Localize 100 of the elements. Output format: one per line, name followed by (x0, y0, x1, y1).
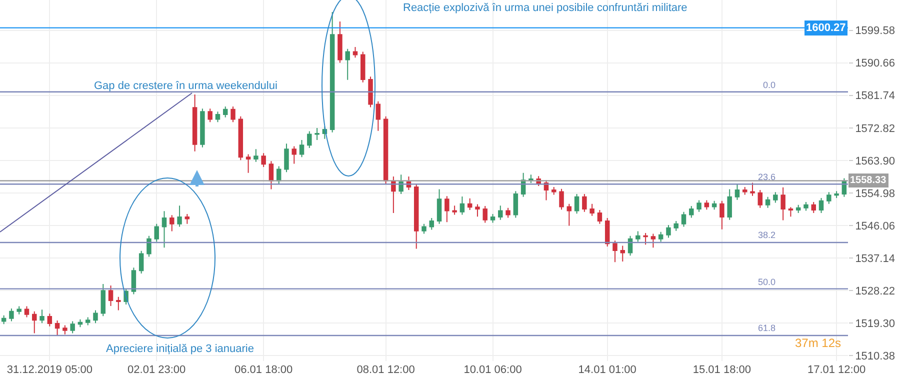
x-tick-label: 06.01 18:00 (234, 364, 293, 376)
candlestick (108, 285, 114, 306)
x-tick-label: 31.12.2019 05:00 (6, 364, 92, 376)
candlestick (215, 111, 220, 123)
candlestick (116, 296, 121, 311)
candlestick (261, 152, 266, 168)
candlestick (765, 196, 770, 208)
candlestick (742, 186, 748, 196)
annotation: Apreciere inițială pe 3 ianuarie (106, 343, 254, 355)
annotation: 23.6 (758, 172, 776, 182)
candlestick (712, 200, 717, 210)
candlestick (681, 211, 686, 228)
candlestick (208, 108, 212, 123)
candlestick (436, 188, 442, 224)
candlestick (292, 146, 296, 164)
x-tick-label: 17.01 12:00 (807, 364, 866, 376)
annotation: Gap de crestere în urma weekendului (94, 80, 278, 92)
y-tick-label: 1590.66 (855, 58, 895, 70)
annotation: 37m 12s (795, 336, 842, 350)
candlestick (131, 267, 136, 295)
y-tick-label: 1599.58 (855, 25, 895, 38)
candlestick (552, 186, 556, 196)
candlestick (513, 190, 518, 218)
x-tick-label: 02.01 23:00 (128, 364, 186, 376)
candlestick (658, 231, 664, 242)
candlestick (360, 51, 366, 83)
candlestick (254, 148, 258, 162)
candlestick (200, 108, 205, 148)
ref-line-label: 1558.33 (850, 175, 887, 186)
candlestick (246, 154, 251, 174)
candlestick (460, 196, 465, 216)
candlestick (1, 314, 6, 325)
candlestick (811, 202, 816, 214)
candlestick (482, 206, 488, 224)
candlestick (674, 220, 678, 232)
y-tick-label: 1581.74 (855, 90, 895, 102)
candlestick (528, 174, 534, 184)
candlestick (338, 21, 342, 64)
y-tick-label: 1546.06 (855, 220, 895, 232)
annotation: Reacție explozivă în urma unei posibile confruntări militare (403, 2, 688, 14)
candlestick (223, 106, 228, 118)
candlestick (284, 143, 289, 173)
candlestick (727, 188, 732, 220)
candlestick (24, 306, 30, 318)
candlestick (170, 214, 174, 232)
candlestick (788, 206, 794, 218)
candlestick (666, 224, 671, 238)
candlestick (16, 306, 22, 315)
candlestick (70, 320, 75, 334)
candlestick (299, 140, 304, 158)
candlestick (54, 320, 60, 336)
candlestick (100, 284, 106, 317)
y-tick-label: 1563.90 (855, 155, 895, 168)
candlestick (467, 198, 472, 211)
y-tick-label: 1572.82 (855, 122, 895, 135)
candlestick (307, 130, 312, 149)
candlestick (834, 190, 839, 198)
candlestick (452, 205, 457, 216)
candlestick (177, 205, 182, 228)
candlestick (780, 186, 786, 221)
candlestick (9, 308, 14, 322)
candlestick (566, 203, 572, 226)
candlestick (696, 200, 702, 212)
candlestick (604, 218, 610, 247)
candlestick (758, 189, 763, 208)
candlestick (383, 116, 388, 184)
candlestick (352, 46, 358, 58)
candlestick (689, 206, 694, 218)
candlestick (804, 202, 808, 212)
candlestick (506, 207, 510, 218)
x-tick-label: 15.01 18:00 (692, 364, 752, 376)
candlestick (574, 193, 580, 214)
candlestick (138, 250, 144, 274)
candlestick (146, 235, 152, 258)
candlestick (85, 316, 90, 326)
x-tick-label: 14.01 01:00 (578, 364, 636, 376)
candlestick (734, 183, 740, 200)
candlestick (444, 196, 450, 223)
y-tick-label: 1528.22 (855, 285, 895, 298)
y-tick-label: 1554.98 (855, 188, 895, 200)
candlestick (368, 76, 373, 108)
candlestick (704, 200, 710, 210)
x-tick-label: 08.01 12:00 (356, 364, 415, 376)
candlestick (93, 310, 98, 324)
candlestick (773, 192, 778, 204)
candlestick (230, 106, 236, 123)
candlestick (268, 160, 274, 190)
candlestick (475, 204, 480, 218)
candlestick (750, 182, 755, 196)
candlestick (796, 204, 801, 214)
annotation: 50.0 (758, 277, 776, 287)
y-tick-label: 1510.38 (855, 350, 895, 362)
candlestick (192, 94, 198, 152)
candlestick (582, 193, 587, 212)
candlestick (643, 232, 648, 246)
candlestick (154, 223, 159, 242)
candlestick (620, 245, 625, 262)
candlestick (40, 309, 44, 324)
candlestick (590, 203, 594, 216)
annotation: 0.0 (763, 80, 776, 90)
